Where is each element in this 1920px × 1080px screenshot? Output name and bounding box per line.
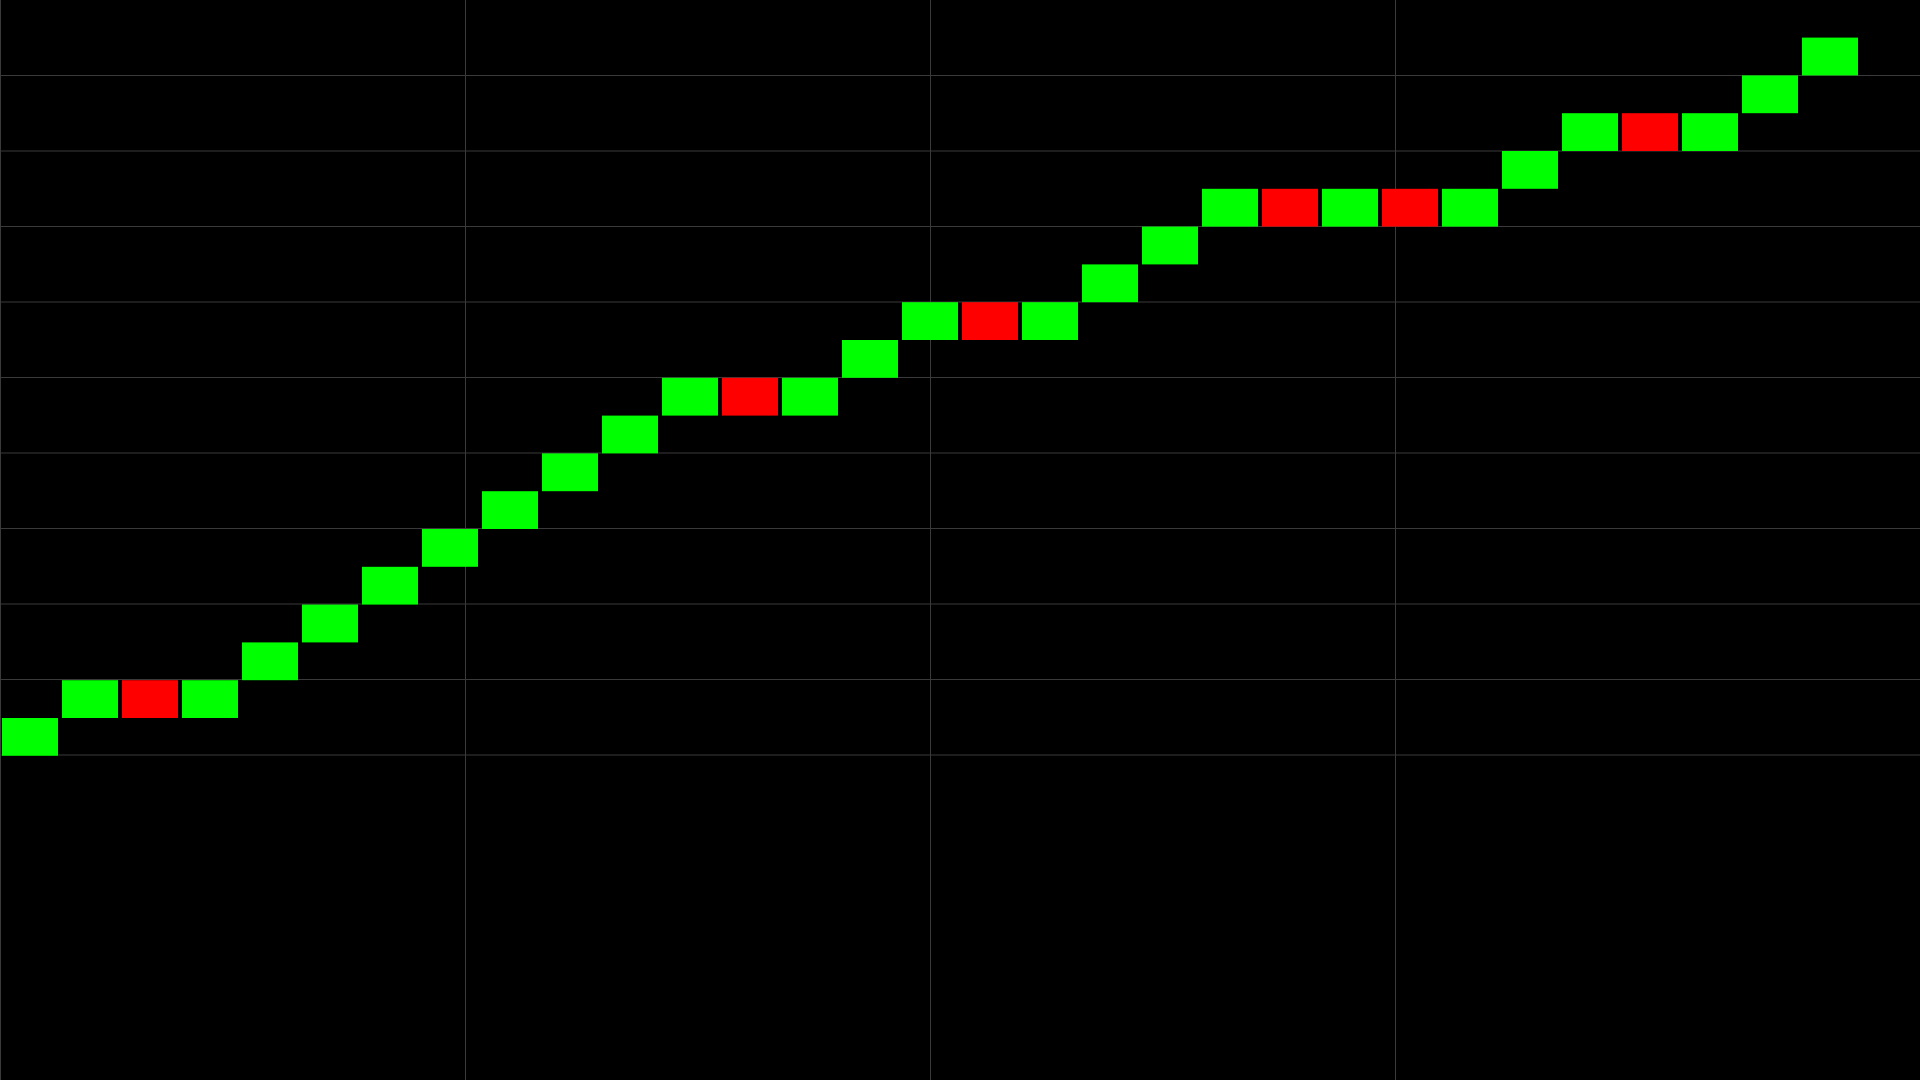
chart-cells [2, 37, 1858, 756]
cell-down-12 [722, 377, 778, 416]
cell-down-27 [1622, 113, 1678, 151]
cell-up-25 [1502, 151, 1558, 189]
cell-up-15 [902, 302, 958, 340]
cell-up-8 [482, 491, 538, 529]
cell-up-19 [1142, 226, 1198, 265]
cell-up-11 [662, 377, 718, 416]
cell-down-2 [122, 680, 178, 718]
cell-up-30 [1802, 37, 1858, 76]
cell-up-22 [1322, 188, 1378, 227]
cell-up-7 [422, 529, 478, 567]
cell-up-10 [602, 415, 658, 454]
cell-up-9 [542, 453, 598, 492]
cell-up-13 [782, 377, 838, 416]
cell-up-1 [62, 680, 118, 718]
cell-up-28 [1682, 113, 1738, 151]
cell-down-16 [962, 302, 1018, 340]
cell-up-4 [242, 642, 298, 681]
cell-up-5 [302, 604, 358, 643]
cell-up-29 [1742, 75, 1798, 114]
cell-up-17 [1022, 302, 1078, 340]
cell-up-18 [1082, 264, 1138, 303]
cell-up-20 [1202, 188, 1258, 227]
cell-up-0 [2, 718, 58, 756]
cell-down-21 [1262, 188, 1318, 227]
cell-up-3 [182, 680, 238, 718]
cell-up-24 [1442, 188, 1498, 227]
cell-up-6 [362, 566, 418, 605]
cell-up-26 [1562, 113, 1618, 151]
cell-up-14 [842, 340, 898, 378]
cell-down-23 [1382, 188, 1438, 227]
